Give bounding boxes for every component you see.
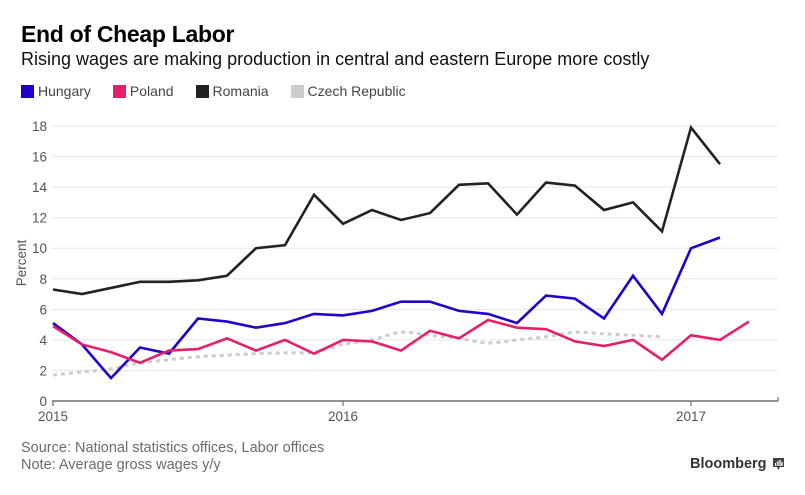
legend-label-poland: Poland (129, 83, 174, 99)
y-tick-label: 14 (32, 180, 48, 195)
legend-label-czech-republic: Czech Republic (307, 83, 406, 99)
brand: Bloomberg (690, 456, 785, 472)
y-tick-label: 8 (39, 272, 47, 287)
y-axis-ticks: 0 2 4 6 8 10 12 14 16 18 (32, 119, 48, 409)
y-tick-label: 10 (32, 241, 47, 256)
y-tick-label: 6 (39, 302, 47, 317)
x-tick-label: 2015 (38, 409, 68, 424)
legend: Hungary Poland Romania Czech Republic (21, 83, 428, 99)
legend-label-romania: Romania (212, 83, 269, 99)
gridlines (52, 125, 778, 371)
y-tick-label: 4 (39, 333, 47, 348)
y-tick-label: 0 (39, 394, 47, 409)
footer: Source: National statistics offices, Lab… (21, 440, 324, 474)
legend-item-poland: Poland (112, 83, 174, 99)
y-tick-label: 18 (32, 119, 47, 134)
legend-swatch-romania (195, 84, 209, 98)
x-tick-label: 2017 (676, 409, 706, 424)
legend-swatch-czech-republic (290, 84, 304, 98)
legend-item-romania: Romania (195, 83, 269, 99)
y-axis-title: Percent (14, 239, 29, 286)
source-note: Source: National statistics offices, Lab… (21, 440, 325, 456)
x-axis: 2015 2016 2017 (38, 397, 779, 424)
series-lines (52, 124, 750, 381)
y-tick-label: 16 (32, 150, 47, 165)
legend-label-hungary: Hungary (38, 83, 91, 99)
x-tick-label: 2016 (328, 409, 358, 424)
bloomberg-chart-icon (772, 458, 784, 470)
series-line-romania (52, 124, 722, 296)
legend-item-czech-republic: Czech Republic (290, 83, 406, 99)
y-tick-label: 12 (32, 211, 47, 226)
y-tick-label: 2 (39, 363, 47, 378)
series-line-poland (52, 318, 750, 365)
chart-title: End of Cheap Labor (21, 21, 235, 47)
legend-swatch-poland (112, 84, 126, 98)
brand-name: Bloomberg (690, 456, 767, 472)
legend-item-hungary: Hungary (21, 83, 91, 99)
data-note: Note: Average gross wages y/y (21, 457, 221, 473)
chart-subtitle: Rising wages are making production in ce… (21, 49, 650, 69)
legend-swatch-hungary (21, 84, 34, 98)
